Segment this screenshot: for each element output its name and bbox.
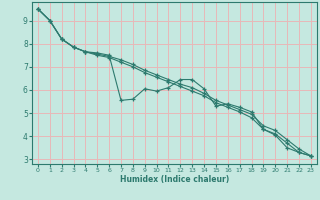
X-axis label: Humidex (Indice chaleur): Humidex (Indice chaleur) — [120, 175, 229, 184]
